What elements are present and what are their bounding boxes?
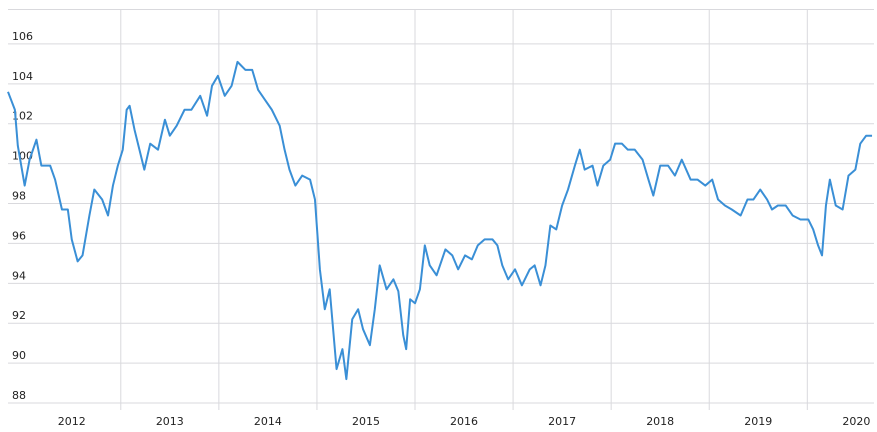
- x-tick-label: 2015: [352, 415, 380, 428]
- x-tick-label: 2013: [156, 415, 184, 428]
- y-tick-label: 100: [12, 150, 33, 163]
- y-tick-label: 90: [12, 349, 26, 362]
- y-tick-label: 106: [12, 30, 33, 43]
- y-tick-label: 96: [12, 229, 26, 242]
- y-tick-label: 104: [12, 70, 33, 83]
- x-tick-label: 2018: [646, 415, 674, 428]
- y-tick-label: 102: [12, 110, 33, 123]
- x-tick-label: 2012: [58, 415, 86, 428]
- x-tick-label: 2017: [548, 415, 576, 428]
- x-tick-label: 2019: [744, 415, 772, 428]
- y-tick-label: 88: [12, 389, 26, 402]
- x-tick-label: 2014: [254, 415, 282, 428]
- y-tick-label: 92: [12, 309, 26, 322]
- y-tick-label: 98: [12, 190, 26, 203]
- data-line: [7, 60, 873, 381]
- y-tick-label: 94: [12, 269, 26, 282]
- x-tick-label: 2016: [450, 415, 478, 428]
- x-tick-label: 2020: [842, 415, 870, 428]
